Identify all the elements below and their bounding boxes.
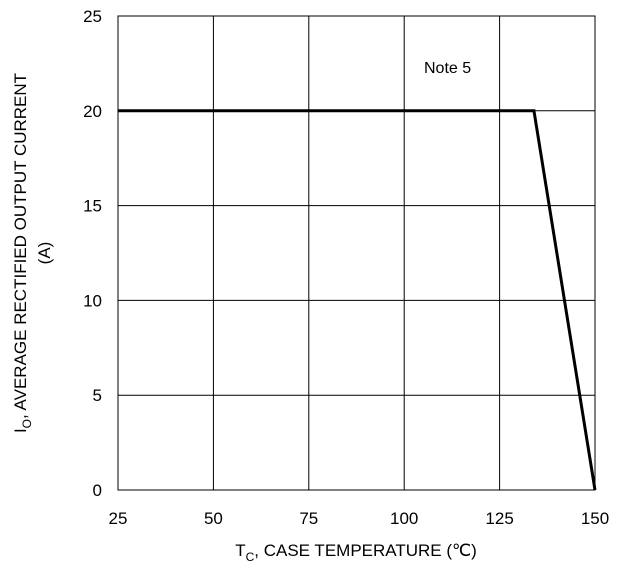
y-tick-label: 25	[83, 7, 102, 26]
x-tick-label: 150	[581, 509, 609, 528]
y-tick-labels: 0 5 10 15 20 25	[83, 7, 102, 500]
y-tick-label: 0	[93, 481, 102, 500]
x-axis-label-sub: C	[246, 550, 255, 564]
y-axis-label-main: I	[11, 428, 30, 433]
series-line	[118, 109, 597, 491]
x-tick-label: 125	[485, 509, 513, 528]
x-axis-label-rest: , CASE TEMPERATURE (℃)	[254, 541, 477, 560]
x-tick-label: 50	[204, 509, 223, 528]
x-tick-labels: 25 50 75 100 125 150	[109, 509, 610, 528]
y-axis-label-rest: , AVERAGE RECTIFIED OUTPUT CURRENT	[11, 73, 30, 419]
y-axis-unit-label: (A)	[35, 242, 54, 265]
grid-lines	[117, 15, 596, 491]
y-axis-label: IO, AVERAGE RECTIFIED OUTPUT CURRENT	[11, 73, 34, 433]
x-tick-label: 25	[109, 509, 128, 528]
plot-frame	[117, 15, 596, 491]
note-annotation: Note 5	[424, 60, 471, 77]
x-tick-label: 100	[390, 509, 418, 528]
y-tick-label: 5	[93, 386, 102, 405]
y-tick-label: 20	[83, 102, 102, 121]
y-tick-label: 15	[83, 197, 102, 216]
x-axis-label-main: T	[235, 541, 245, 560]
x-axis-label: TC, CASE TEMPERATURE (℃)	[235, 541, 477, 564]
y-axis-label-sub: O	[20, 419, 34, 428]
y-tick-label: 10	[83, 291, 102, 310]
x-tick-label: 75	[299, 509, 318, 528]
